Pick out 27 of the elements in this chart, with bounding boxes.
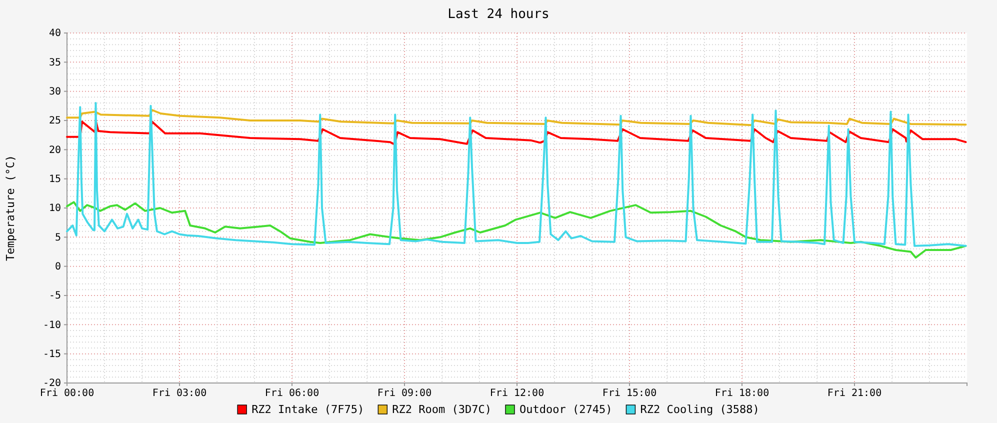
y-tick-label: 30 [48, 86, 61, 98]
y-tick-label: 15 [48, 174, 61, 186]
legend-label: RZ2 Intake (7F75) [252, 403, 364, 416]
y-tick-label: 0 [54, 262, 61, 273]
y-tick-label: -10 [42, 320, 61, 331]
y-tick-label: -20 [42, 378, 61, 390]
x-tick-label: Fri 21:00 [827, 388, 882, 400]
x-tick-label: Fri 15:00 [602, 388, 657, 400]
y-tick-label: 40 [48, 28, 61, 40]
y-tick-label: -15 [42, 349, 61, 360]
y-tick-label: -5 [48, 290, 61, 302]
legend-label: RZ2 Cooling (3588) [640, 403, 760, 416]
y-tick-label: 35 [48, 57, 61, 68]
x-tick-label: Fri 09:00 [377, 388, 432, 400]
x-tick-label: Fri 00:00 [40, 388, 94, 400]
x-tick-label: Fri 06:00 [264, 388, 320, 400]
y-axis-title: Temperature (°C) [4, 155, 17, 261]
x-tick-label: Fri 18:00 [714, 388, 770, 400]
y-tick-label: 5 [54, 232, 61, 244]
y-tick-label: 25 [48, 116, 61, 127]
x-tick-label: Fri 03:00 [152, 388, 207, 400]
legend-label: Outdoor (2745) [520, 403, 612, 416]
y-tick-label: 10 [48, 203, 61, 214]
chart-title: Last 24 hours [448, 7, 550, 22]
y-tick-label: 20 [48, 144, 61, 156]
x-tick-label: Fri 12:00 [490, 388, 544, 400]
legend-label: RZ2 Room (3D7C) [392, 403, 492, 416]
